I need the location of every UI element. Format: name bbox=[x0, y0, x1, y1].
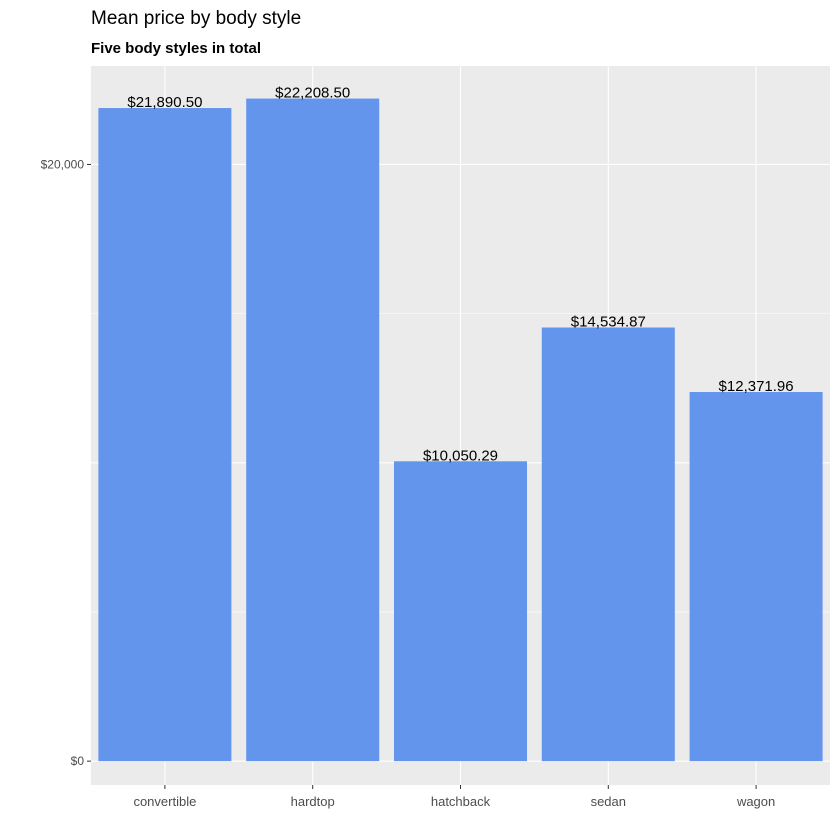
x-tick-label: convertible bbox=[133, 794, 196, 809]
y-axis: $0 $20,000 bbox=[41, 157, 91, 768]
bar-value-label: $22,208.50 bbox=[275, 85, 350, 102]
y-tick-label: $20,000 bbox=[41, 157, 85, 171]
bar-sedan bbox=[541, 327, 675, 762]
y-tick-label: $0 bbox=[71, 754, 85, 768]
chart-title: Mean price by body style bbox=[91, 8, 302, 29]
bar-value-label: $21,890.50 bbox=[127, 94, 202, 111]
x-tick-label: hatchback bbox=[431, 794, 491, 809]
bar-wagon bbox=[689, 392, 823, 762]
chart-subtitle: Five body styles in total bbox=[91, 40, 262, 57]
x-tick-label: sedan bbox=[591, 794, 626, 809]
x-axis: convertible hardtop hatchback sedan wagon bbox=[133, 785, 775, 809]
bar-value-labels: $21,890.50 $22,208.50 $10,050.29 $14,534.87… bbox=[127, 85, 793, 465]
bar-hatchback bbox=[393, 461, 528, 762]
bars bbox=[98, 98, 823, 762]
bar-value-label: $12,371.96 bbox=[719, 378, 794, 395]
bar-hardtop bbox=[246, 98, 380, 762]
bar-convertible bbox=[98, 108, 232, 762]
x-tick-label: wagon bbox=[736, 794, 775, 809]
x-tick-label: hardtop bbox=[291, 794, 335, 809]
bar-value-label: $14,534.87 bbox=[571, 313, 646, 330]
bar-value-label: $10,050.29 bbox=[423, 447, 498, 464]
